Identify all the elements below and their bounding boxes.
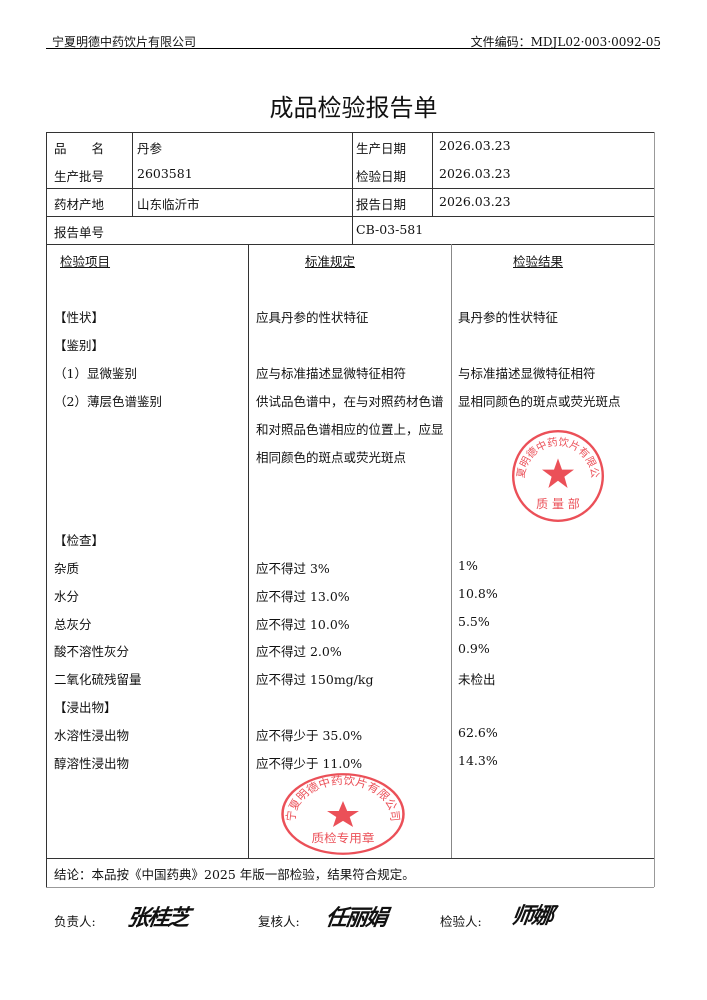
- product-name-label: 品 名: [54, 141, 105, 156]
- inspector-label: 检验人:: [440, 914, 482, 929]
- production-date: 2026.03.23: [439, 138, 511, 153]
- row-item: 水溶性浸出物: [54, 728, 130, 743]
- row-standard: 应不得少于 35.0%: [256, 728, 363, 743]
- row-item: （1）显微鉴别: [54, 366, 137, 381]
- row-result: 5.5%: [458, 614, 490, 629]
- row-standard: 应与标准描述显微特征相符: [256, 366, 407, 381]
- column-header-item: 检验项目: [60, 254, 111, 269]
- batch-label: 生产批号: [54, 169, 105, 184]
- origin: 山东临沂市: [137, 197, 200, 212]
- origin-label: 药材产地: [54, 197, 105, 212]
- column-header-result: 检验结果: [513, 254, 564, 269]
- row-standard: 应具丹参的性状特征: [256, 310, 369, 325]
- row-result: 62.6%: [458, 725, 498, 740]
- row-result: 具丹参的性状特征: [458, 310, 559, 325]
- company-name: 宁夏明德中药饮片有限公司: [52, 35, 197, 49]
- inspector-signature: 师娜: [509, 904, 554, 929]
- page-title: 成品检验报告单: [269, 94, 438, 122]
- report-date-label: 报告日期: [356, 197, 407, 212]
- test-date-label: 检验日期: [356, 169, 407, 184]
- report-number: CB-03-581: [356, 222, 424, 237]
- row-standard: 应不得过 10.0%: [256, 617, 350, 632]
- report-number-label: 报告单号: [54, 225, 105, 240]
- test-date: 2026.03.23: [439, 166, 511, 181]
- row-result: 14.3%: [458, 753, 498, 768]
- row-item: 酸不溶性灰分: [54, 644, 130, 659]
- row-item: 【性状】: [54, 310, 105, 325]
- row-standard: 应不得过 3%: [256, 561, 330, 576]
- reviewer-signature: 任丽娟: [323, 906, 388, 931]
- production-date-label: 生产日期: [356, 141, 407, 156]
- row-result: 1%: [458, 558, 478, 573]
- row-result: 10.8%: [458, 586, 498, 601]
- row-item: 【检查】: [54, 533, 105, 548]
- responsible-signature: 张桂芝: [125, 906, 190, 931]
- row-standard: 应不得过 2.0%: [256, 644, 342, 659]
- product-name: 丹参: [137, 141, 163, 156]
- row-result: 与标准描述显微特征相符: [458, 366, 596, 381]
- row-item: 【浸出物】: [54, 700, 117, 715]
- quality-department-seal: 宁夏明德中药饮片有限公司 质 量 部: [510, 428, 604, 522]
- header-divider: [46, 48, 660, 49]
- row-item: （2）薄层色谱鉴别: [54, 394, 162, 409]
- quality-inspection-seal: 宁夏明德中药饮片有限公司 质检专用章: [281, 773, 405, 855]
- row-result: 0.9%: [458, 641, 490, 656]
- row-standard: 供试品色谱中，在与对照药材色谱: [256, 394, 444, 409]
- column-header-standard: 标准规定: [305, 254, 356, 269]
- report-date: 2026.03.23: [439, 194, 511, 209]
- seal-center-text: 质检专用章: [312, 831, 375, 845]
- row-standard: 应不得过 150mg/kg: [256, 672, 374, 687]
- conclusion: 结论：本品按《中国药典》2025 年版一部检验，结果符合规定。: [54, 867, 415, 882]
- row-item: 醇溶性浸出物: [54, 756, 130, 771]
- reviewer-label: 复核人:: [258, 914, 300, 929]
- row-standard: 应不得过 13.0%: [256, 589, 350, 604]
- row-standard: 相同颜色的斑点或荧光斑点: [256, 450, 407, 465]
- batch-number: 2603581: [137, 166, 193, 181]
- document-code: 文件编码：MDJL02·003·0092-05: [470, 35, 661, 49]
- row-item: 二氧化硫残留量: [54, 672, 142, 687]
- row-item: 总灰分: [54, 617, 92, 632]
- row-standard: 应不得少于 11.0%: [256, 756, 363, 771]
- row-item: 水分: [54, 589, 80, 604]
- row-item: 杂质: [54, 561, 80, 576]
- row-standard: 和对照品色谱相应的位置上，应显: [256, 422, 444, 437]
- responsible-label: 负责人:: [54, 914, 96, 929]
- row-result: 显相同颜色的斑点或荧光斑点: [458, 394, 621, 409]
- seal-center-text: 质 量 部: [536, 496, 580, 511]
- row-item: 【鉴别】: [54, 338, 105, 353]
- row-result: 未检出: [458, 672, 496, 687]
